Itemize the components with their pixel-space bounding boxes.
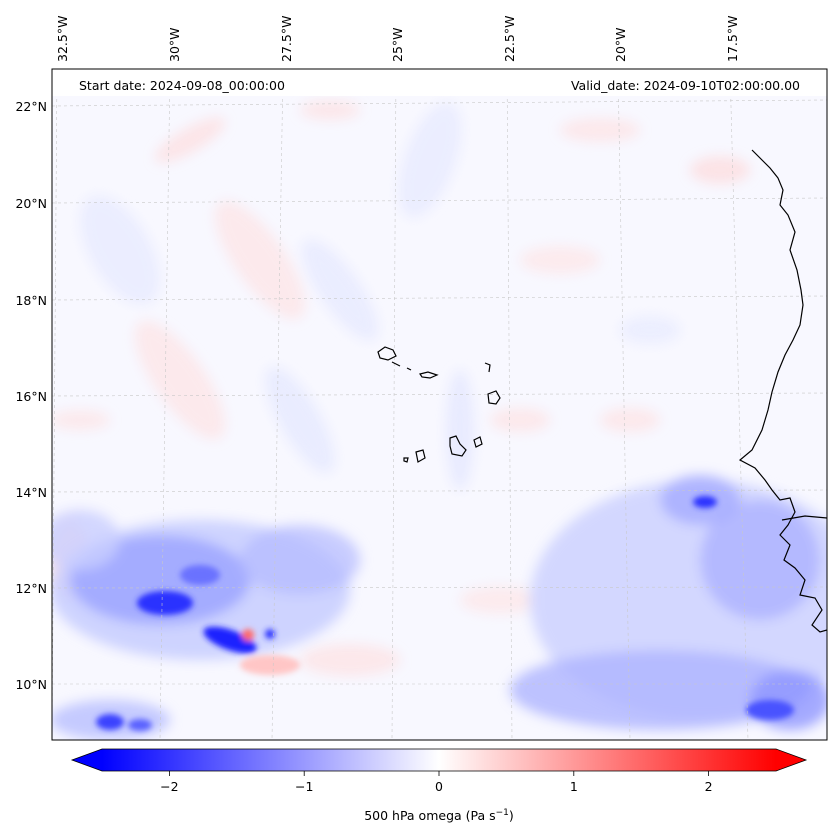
lon-label: 32.5°W <box>55 16 70 62</box>
lat-label: 14°N <box>15 485 47 500</box>
colorbar: −2 −1 0 1 2 500 hPa omega (Pa s−1) <box>70 748 808 823</box>
lon-label: 30°W <box>167 27 182 62</box>
omega-field <box>52 69 827 740</box>
colorbar-tick-label: 0 <box>435 779 443 794</box>
colorbar-extend-high <box>776 749 806 771</box>
map-frame <box>51 68 828 741</box>
lon-label: 20°W <box>613 27 628 62</box>
lat-label: 20°N <box>15 196 47 211</box>
lat-label: 10°N <box>15 677 47 692</box>
colorbar-extend-low <box>72 749 102 771</box>
lat-label: 12°N <box>15 581 47 596</box>
colorbar-label: 500 hPa omega (Pa s−1) <box>364 808 514 823</box>
lon-label: 22.5°W <box>502 16 517 62</box>
coastlines <box>377 149 827 633</box>
colorbar-outline <box>70 748 808 772</box>
valid-date-label: Valid_date: 2024-09-10T02:00:00.00 <box>571 78 800 93</box>
lon-axis-labels: 32.5°W 30°W 27.5°W 25°W 22.5°W 20°W 17.5… <box>55 16 740 62</box>
lon-label: 25°W <box>390 27 405 62</box>
colorbar-tick-label: −2 <box>160 779 178 794</box>
lon-label: 27.5°W <box>279 16 294 62</box>
colorbar-tick-label: 2 <box>705 779 713 794</box>
colorbar-ticks: −2 −1 0 1 2 <box>160 771 713 794</box>
lat-label: 22°N <box>15 99 47 114</box>
lon-label: 17.5°W <box>725 16 740 62</box>
graticule <box>52 69 827 740</box>
lat-label: 16°N <box>15 389 47 404</box>
colorbar-tick-label: 1 <box>570 779 578 794</box>
colorbar-gradient <box>102 749 776 771</box>
lat-label: 18°N <box>15 293 47 308</box>
lat-axis-labels: 22°N 20°N 18°N 16°N 14°N 12°N 10°N <box>15 99 47 692</box>
colorbar-tick-label: −1 <box>295 779 313 794</box>
header-strip <box>52 69 827 96</box>
start-date-label: Start date: 2024-09-08_00:00:00 <box>79 78 285 93</box>
map-panel: Start date: 2024-09-08_00:00:00 Valid_da… <box>51 68 828 741</box>
